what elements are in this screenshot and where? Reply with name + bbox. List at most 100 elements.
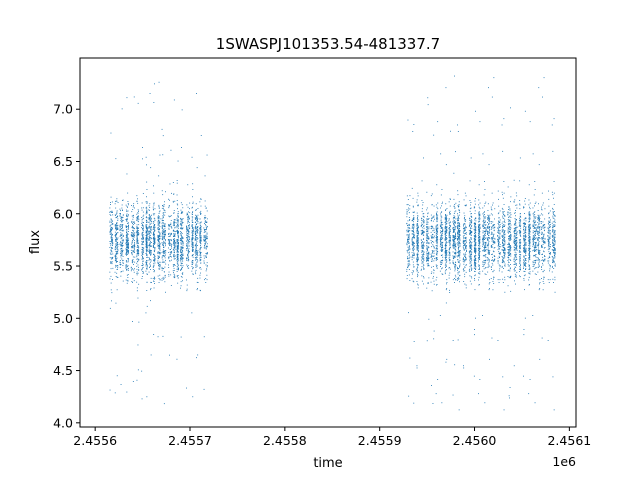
data-point — [445, 216, 447, 218]
data-point — [458, 206, 459, 208]
data-point — [408, 242, 410, 244]
data-point — [161, 128, 163, 130]
data-point — [426, 260, 427, 262]
data-point — [134, 247, 135, 249]
data-point — [195, 257, 197, 259]
data-point — [121, 225, 123, 226]
data-point — [192, 244, 194, 246]
data-point — [465, 233, 467, 235]
data-point — [409, 230, 411, 231]
data-point — [116, 242, 118, 244]
data-point — [413, 226, 415, 228]
data-point — [199, 259, 201, 260]
data-point — [138, 215, 139, 217]
data-point — [195, 224, 197, 225]
data-point — [482, 207, 484, 209]
data-point — [417, 233, 419, 235]
data-point — [470, 226, 472, 227]
data-point — [449, 224, 450, 226]
data-point — [453, 215, 455, 217]
data-point — [407, 230, 409, 232]
data-point — [469, 251, 471, 253]
data-point — [423, 213, 425, 214]
data-point — [475, 317, 476, 319]
data-point — [446, 218, 447, 220]
data-point — [464, 255, 466, 257]
data-point — [462, 260, 464, 262]
data-point — [162, 230, 163, 232]
data-point — [436, 219, 438, 221]
data-point — [146, 224, 148, 226]
data-point — [180, 209, 182, 211]
data-point — [168, 236, 170, 237]
data-point — [428, 252, 429, 254]
data-point — [120, 241, 122, 243]
data-point — [437, 239, 439, 240]
data-point — [163, 252, 165, 253]
data-point — [413, 242, 415, 244]
data-point — [149, 223, 151, 225]
data-point — [420, 269, 422, 271]
data-point — [145, 240, 147, 242]
data-point — [121, 207, 123, 209]
data-point — [441, 267, 443, 269]
data-point — [448, 267, 450, 269]
data-point — [483, 236, 485, 238]
data-point — [145, 243, 147, 244]
data-point — [448, 260, 450, 262]
data-point — [470, 248, 472, 250]
data-point — [200, 221, 202, 223]
data-point — [191, 207, 193, 209]
data-point — [192, 236, 193, 238]
data-point — [465, 229, 466, 231]
data-point — [422, 229, 424, 231]
data-point — [483, 222, 485, 223]
data-point — [115, 266, 116, 268]
data-point — [442, 201, 443, 203]
data-point — [440, 250, 442, 251]
data-point — [421, 217, 422, 219]
data-point — [142, 230, 144, 231]
data-point — [115, 264, 117, 266]
data-point — [173, 221, 174, 223]
data-point — [421, 257, 423, 259]
data-point — [205, 237, 207, 239]
data-point — [427, 97, 429, 99]
data-point — [199, 232, 201, 233]
data-point — [470, 233, 471, 235]
data-point — [126, 220, 128, 222]
data-point — [450, 130, 451, 132]
data-point — [170, 274, 172, 276]
data-point — [479, 231, 480, 233]
data-point — [479, 273, 481, 275]
data-point — [478, 265, 480, 266]
data-point — [417, 274, 419, 276]
data-point — [146, 181, 148, 183]
data-point — [471, 222, 472, 224]
data-point — [188, 231, 190, 233]
data-point — [409, 219, 411, 220]
data-point — [421, 242, 422, 243]
data-point — [474, 238, 476, 240]
data-point — [146, 164, 147, 166]
data-point — [164, 226, 166, 228]
data-point — [181, 228, 182, 230]
data-point — [173, 99, 175, 101]
data-point — [469, 227, 471, 229]
data-point — [422, 248, 424, 250]
data-point — [453, 198, 455, 200]
data-point — [474, 230, 476, 232]
data-point — [195, 273, 197, 275]
data-point — [473, 235, 475, 237]
data-point — [162, 261, 164, 263]
data-point — [478, 228, 480, 230]
data-point — [115, 239, 116, 240]
data-point — [417, 225, 419, 227]
data-point — [416, 242, 418, 244]
data-point — [412, 244, 414, 245]
data-point — [432, 235, 434, 237]
data-point — [162, 205, 164, 207]
data-point — [421, 250, 423, 251]
data-point — [136, 243, 138, 245]
data-point — [199, 238, 201, 240]
